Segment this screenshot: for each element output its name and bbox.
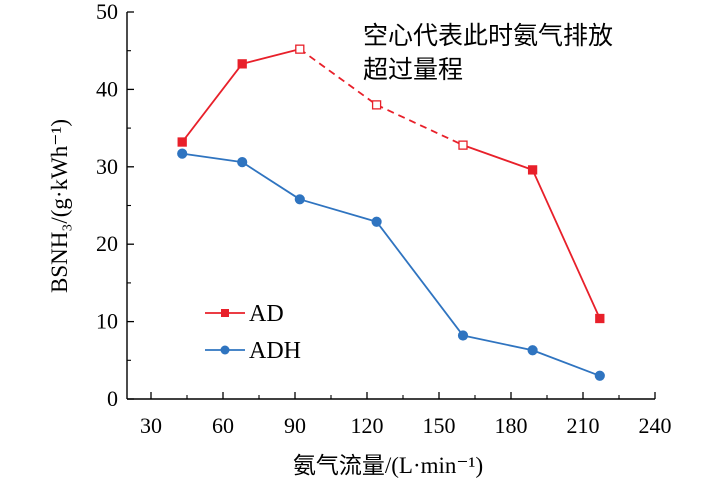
series-line-segment xyxy=(462,144,533,171)
y-tick-label: 10 xyxy=(96,309,118,334)
x-tick-label: 120 xyxy=(351,413,384,438)
y-tick-label: 0 xyxy=(107,386,118,411)
data-point xyxy=(527,345,538,356)
y-axis-title: BSNH₃/(g·kWh⁻¹) xyxy=(47,119,72,293)
x-tick-label: 210 xyxy=(567,413,600,438)
x-tick-label: 30 xyxy=(140,413,162,438)
x-tick-label: 90 xyxy=(284,413,306,438)
data-point xyxy=(295,44,305,54)
data-point xyxy=(237,59,247,69)
data-point xyxy=(371,100,382,110)
data-point xyxy=(371,216,382,227)
series-adh xyxy=(177,148,605,381)
x-axis-title: 氨气流量/(L·min⁻¹) xyxy=(293,453,483,478)
x-tick-label: 150 xyxy=(423,413,456,438)
x-tick-label: 240 xyxy=(639,413,672,438)
series-layer xyxy=(177,44,605,381)
series-line-segment xyxy=(182,152,243,164)
legend-label-ad: AD xyxy=(249,301,284,327)
legend-label-adh: ADH xyxy=(249,338,301,364)
y-tick-label: 50 xyxy=(96,0,118,24)
y-tick-label: 20 xyxy=(96,231,118,256)
x-tick-label: 60 xyxy=(212,413,234,438)
data-point xyxy=(177,137,187,147)
series-line-segment xyxy=(462,334,533,352)
data-point xyxy=(458,140,468,150)
data-point xyxy=(237,157,248,168)
y-tick-label: 40 xyxy=(96,76,118,101)
legend: AD ADH xyxy=(205,301,301,364)
series-line-segment xyxy=(532,349,601,377)
y-tick-label: 30 xyxy=(96,154,118,179)
data-point xyxy=(527,165,538,175)
annotation-line-2: 超过量程 xyxy=(363,55,463,84)
series-line-segment xyxy=(531,169,601,319)
series-line-segment xyxy=(181,63,243,143)
annotation-line-1: 空心代表此时氨气排放 xyxy=(363,21,613,50)
x-tick-label: 180 xyxy=(495,413,528,438)
data-point xyxy=(177,148,188,159)
data-point xyxy=(595,313,605,324)
series-line-segment xyxy=(241,48,301,65)
series-line-segment xyxy=(376,104,464,146)
axes: 0 10 20 30 40 50 30 60 90 120 150 180 210 240 xyxy=(96,0,672,438)
series-ad xyxy=(177,44,605,324)
series-line-segment xyxy=(241,161,301,201)
data-point xyxy=(594,370,605,381)
data-point xyxy=(294,194,305,205)
legend-marker-adh xyxy=(220,345,230,355)
series-line-segment xyxy=(299,48,378,106)
data-point xyxy=(457,330,469,341)
series-line-segment xyxy=(299,198,377,223)
series-line-segment xyxy=(375,221,464,337)
legend-marker-ad xyxy=(221,309,229,317)
